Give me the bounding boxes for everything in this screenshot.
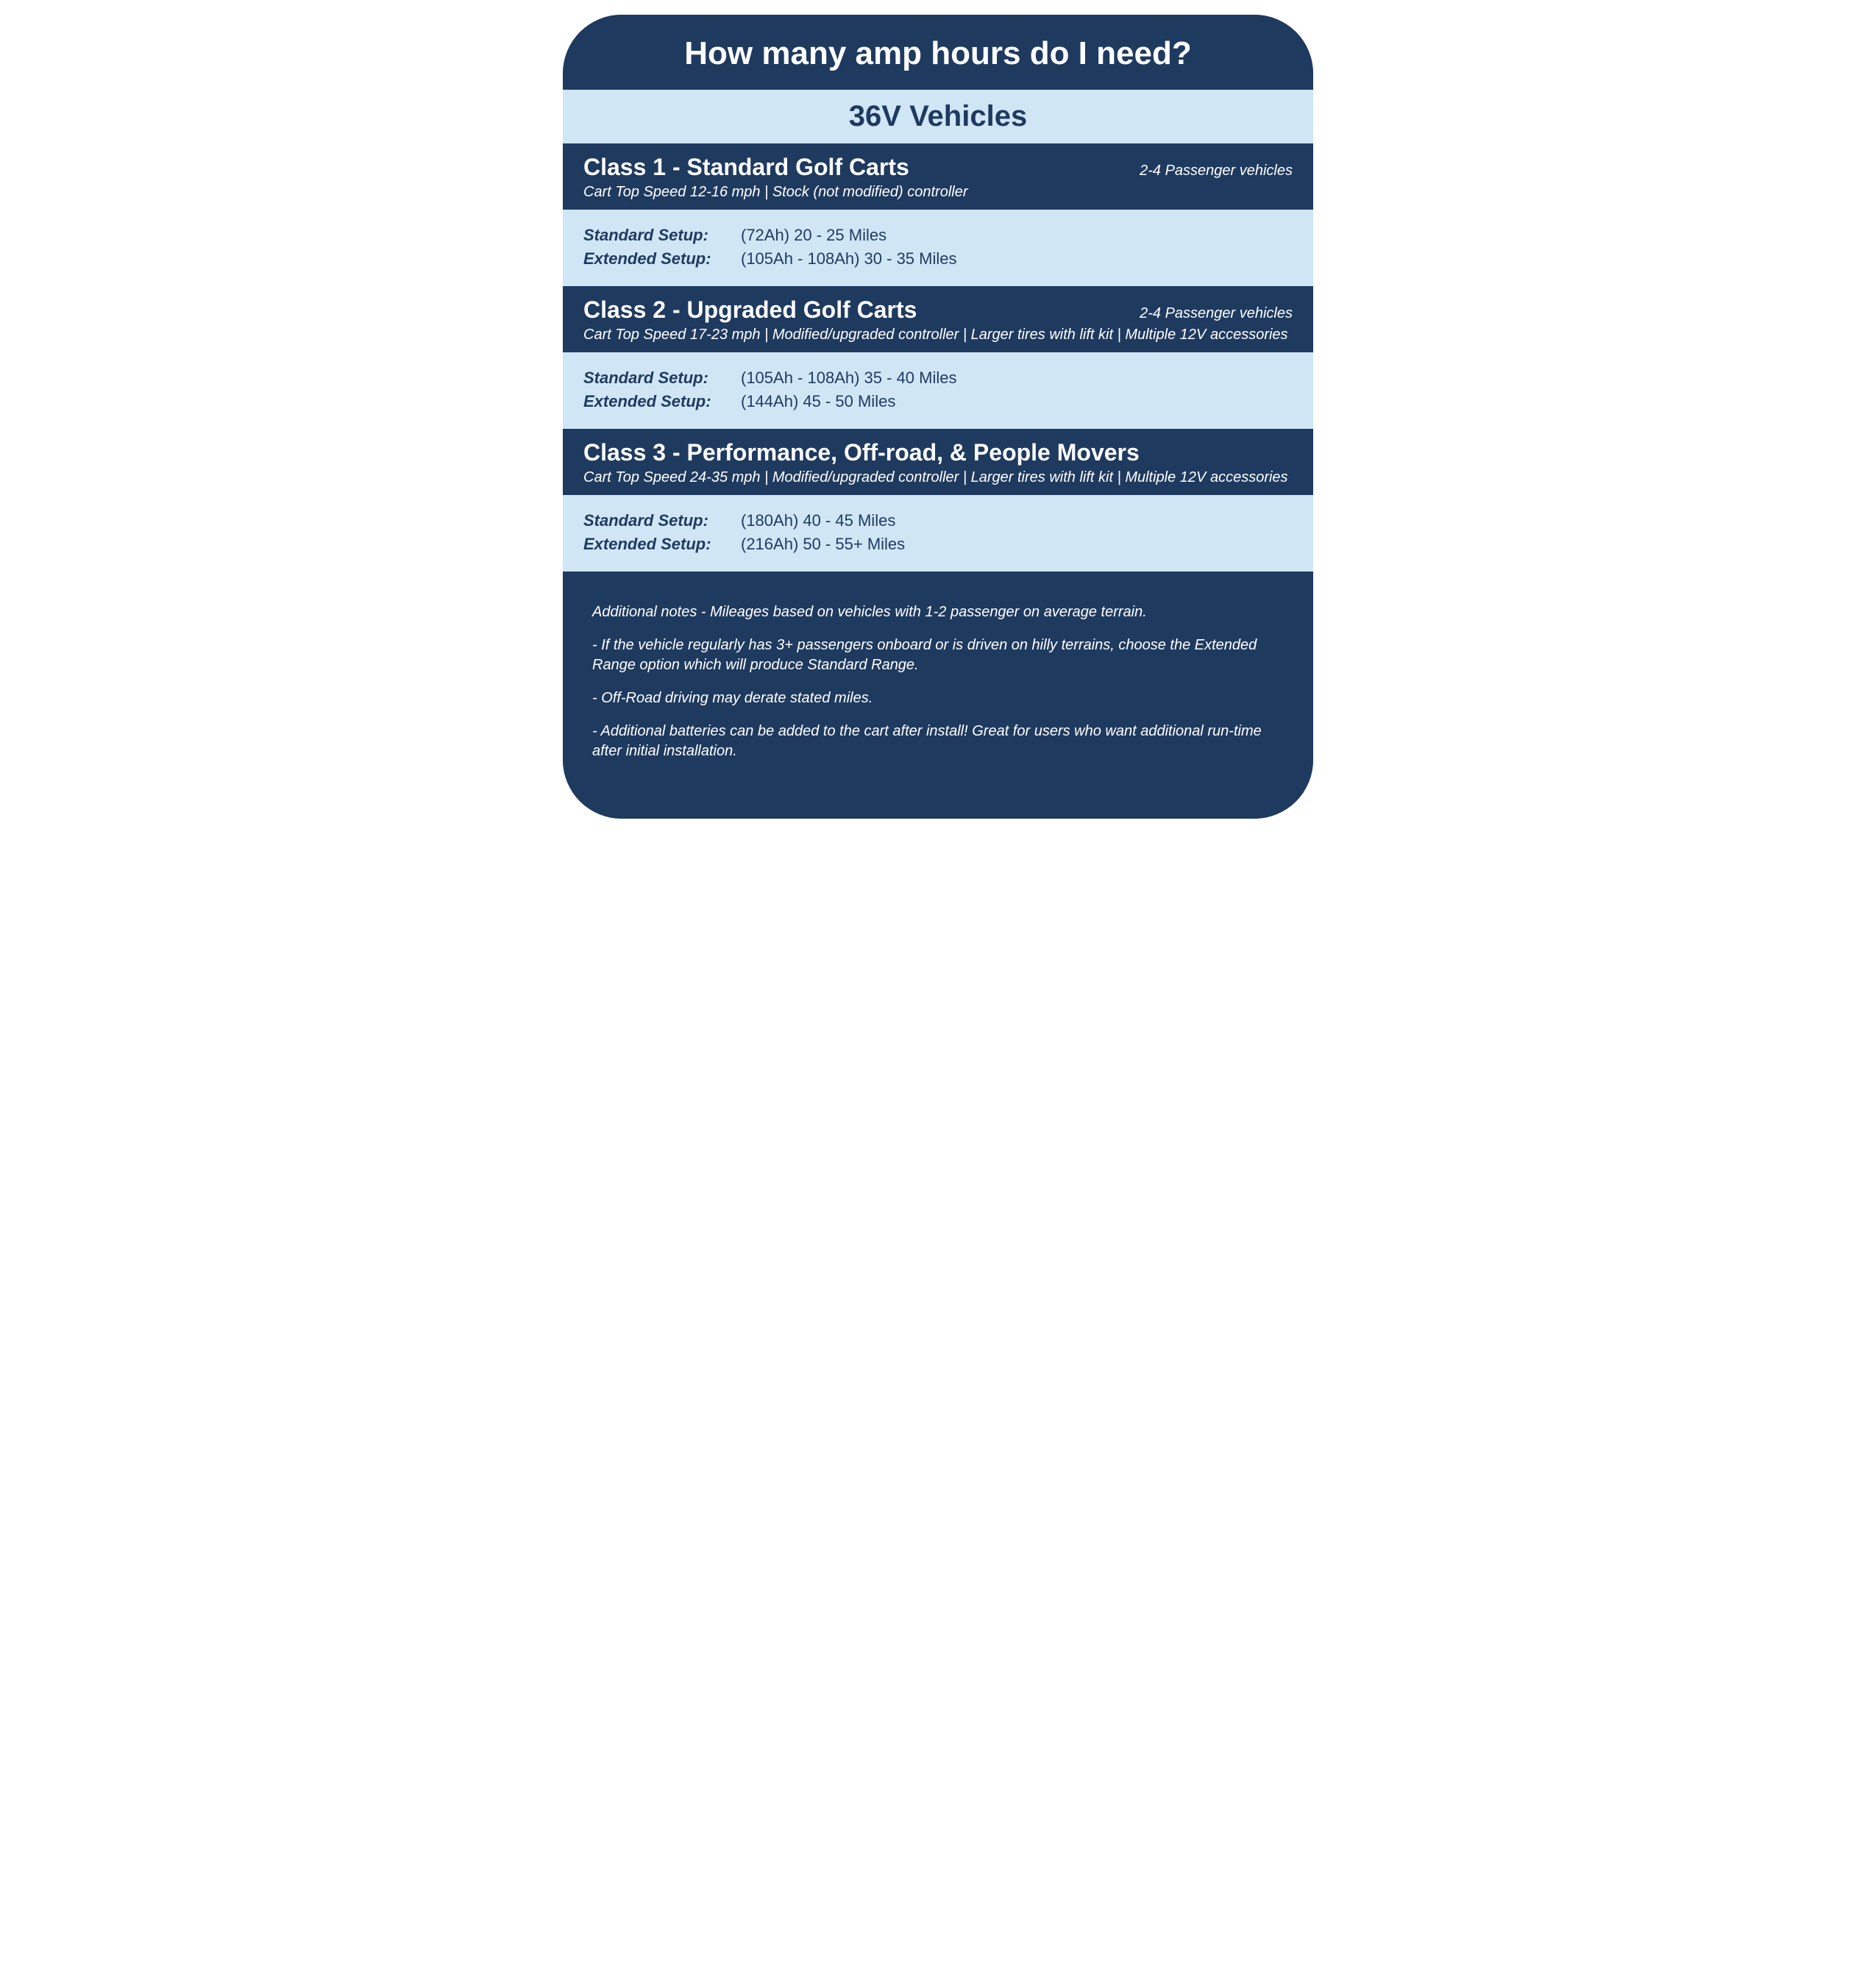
note-4: - Additional batteries can be added to t… <box>592 722 1284 761</box>
class2-standard-row: Standard Setup: (105Ah - 108Ah) 35 - 40 … <box>583 369 1293 388</box>
class1-extended-row: Extended Setup: (105Ah - 108Ah) 30 - 35 … <box>583 249 1293 268</box>
main-title: How many amp hours do I need? <box>563 15 1313 90</box>
class3-extended-row: Extended Setup: (216Ah) 50 - 55+ Miles <box>583 535 1293 554</box>
class3-standard-label: Standard Setup: <box>583 511 723 530</box>
class3-extended-value: (216Ah) 50 - 55+ Miles <box>741 535 905 554</box>
class3-extended-label: Extended Setup: <box>583 535 723 554</box>
note-1: Additional notes - Mileages based on veh… <box>592 602 1284 622</box>
class3-header-top: Class 3 - Performance, Off-road, & Peopl… <box>583 439 1293 466</box>
class1-standard-value: (72Ah) 20 - 25 Miles <box>741 226 887 245</box>
class1-name: Class 1 - Standard Golf Carts <box>583 154 909 181</box>
additional-notes: Additional notes - Mileages based on veh… <box>563 572 1313 819</box>
class3-header: Class 3 - Performance, Off-road, & Peopl… <box>563 429 1313 495</box>
class3-name: Class 3 - Performance, Off-road, & Peopl… <box>583 439 1140 466</box>
voltage-subtitle: 36V Vehicles <box>563 90 1313 143</box>
class3-setup: Standard Setup: (180Ah) 40 - 45 Miles Ex… <box>563 495 1313 572</box>
class3-standard-value: (180Ah) 40 - 45 Miles <box>741 511 895 530</box>
class1-setup: Standard Setup: (72Ah) 20 - 25 Miles Ext… <box>563 210 1313 286</box>
class1-desc: Cart Top Speed 12-16 mph | Stock (not mo… <box>583 184 1293 201</box>
class1-header-top: Class 1 - Standard Golf Carts 2-4 Passen… <box>583 154 1293 181</box>
class3-standard-row: Standard Setup: (180Ah) 40 - 45 Miles <box>583 511 1293 530</box>
info-card: How many amp hours do I need? 36V Vehicl… <box>563 15 1313 819</box>
note-2: - If the vehicle regularly has 3+ passen… <box>592 636 1284 675</box>
class1-standard-label: Standard Setup: <box>583 226 723 245</box>
class3-desc: Cart Top Speed 24-35 mph | Modified/upgr… <box>583 469 1293 486</box>
class2-name: Class 2 - Upgraded Golf Carts <box>583 296 917 324</box>
class2-header-top: Class 2 - Upgraded Golf Carts 2-4 Passen… <box>583 296 1293 324</box>
class2-standard-label: Standard Setup: <box>583 369 723 388</box>
class2-standard-value: (105Ah - 108Ah) 35 - 40 Miles <box>741 369 957 388</box>
class2-desc: Cart Top Speed 17-23 mph | Modified/upgr… <box>583 327 1293 344</box>
note-3: - Off-Road driving may derate stated mil… <box>592 688 1284 708</box>
class2-passenger: 2-4 Passenger vehicles <box>1140 305 1293 322</box>
class2-extended-label: Extended Setup: <box>583 392 723 411</box>
class1-standard-row: Standard Setup: (72Ah) 20 - 25 Miles <box>583 226 1293 245</box>
class2-header: Class 2 - Upgraded Golf Carts 2-4 Passen… <box>563 286 1313 352</box>
class2-extended-value: (144Ah) 45 - 50 Miles <box>741 392 895 411</box>
class2-extended-row: Extended Setup: (144Ah) 45 - 50 Miles <box>583 392 1293 411</box>
class1-extended-value: (105Ah - 108Ah) 30 - 35 Miles <box>741 249 957 268</box>
class1-passenger: 2-4 Passenger vehicles <box>1140 163 1293 179</box>
class2-setup: Standard Setup: (105Ah - 108Ah) 35 - 40 … <box>563 352 1313 429</box>
class1-extended-label: Extended Setup: <box>583 249 723 268</box>
class1-header: Class 1 - Standard Golf Carts 2-4 Passen… <box>563 143 1313 210</box>
